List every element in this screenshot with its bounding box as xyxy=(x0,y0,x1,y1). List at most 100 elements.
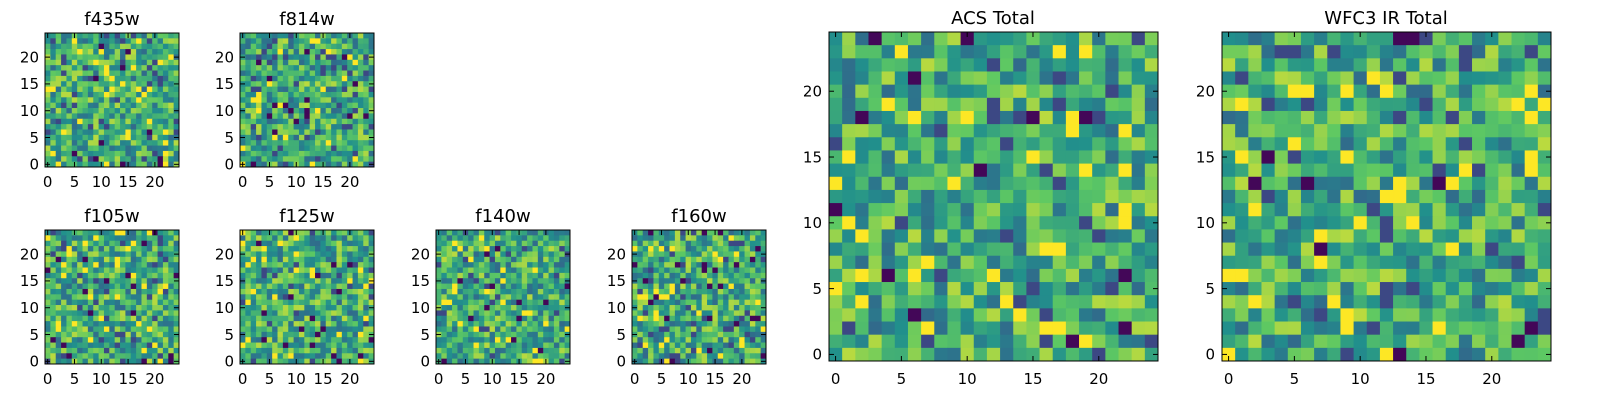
heatmap-cell xyxy=(1419,189,1433,204)
heatmap-cell xyxy=(1079,295,1093,309)
heatmap-cell xyxy=(1445,110,1460,125)
heatmap-cell xyxy=(1039,150,1054,164)
heatmap-cell xyxy=(1013,321,1027,336)
heatmap-cell xyxy=(1511,137,1526,151)
heatmap-cell xyxy=(136,288,142,295)
heatmap-cell xyxy=(320,267,327,274)
heatmap-cell xyxy=(921,124,935,138)
heatmap-cell xyxy=(744,288,751,295)
heatmap-cell xyxy=(537,267,544,274)
heatmap-cell xyxy=(468,358,474,365)
heatmap-cell xyxy=(82,321,89,327)
heatmap-cell xyxy=(637,283,644,290)
heatmap-cell xyxy=(921,295,935,309)
heatmap-cell xyxy=(701,240,708,247)
heatmap-cell xyxy=(288,256,294,263)
heatmap-cell xyxy=(680,326,686,333)
heatmap-cell xyxy=(325,118,332,125)
heatmap-cell xyxy=(55,113,62,120)
heatmap-cell xyxy=(168,33,175,39)
heatmap-cell xyxy=(1340,84,1354,99)
heatmap-cell xyxy=(441,353,448,360)
heatmap-cell xyxy=(130,353,137,360)
heatmap-cell xyxy=(336,124,343,130)
heatmap-cell xyxy=(934,150,948,164)
heatmap-cell xyxy=(114,54,121,61)
heatmap-cell xyxy=(256,65,262,71)
heatmap-cell xyxy=(760,353,767,360)
heatmap-cell xyxy=(282,43,289,50)
heatmap-cell xyxy=(130,113,137,120)
heatmap-cell xyxy=(842,216,856,230)
heatmap-cell xyxy=(146,347,153,354)
heatmap-cell xyxy=(168,278,175,284)
heatmap-cell xyxy=(168,240,175,247)
heatmap-cell xyxy=(45,272,51,279)
heatmap-cell xyxy=(45,97,51,104)
heatmap-cell xyxy=(907,255,922,270)
heatmap-cell xyxy=(553,299,560,306)
heatmap-cell xyxy=(739,246,745,252)
heatmap-cell xyxy=(368,283,375,290)
heatmap-cell xyxy=(473,267,480,274)
heatmap-cell xyxy=(71,342,78,349)
heatmap-cell xyxy=(266,54,273,61)
heatmap-cell xyxy=(894,71,909,86)
heatmap-cell xyxy=(553,321,560,327)
heatmap-cell xyxy=(441,230,448,236)
heatmap-cell xyxy=(45,326,51,333)
heatmap-cell xyxy=(1118,176,1133,191)
heatmap-cell xyxy=(120,33,126,39)
heatmap-cell xyxy=(1039,282,1054,296)
heatmap-cell xyxy=(1144,216,1159,230)
heatmap-cell xyxy=(368,156,375,163)
heatmap-cell xyxy=(120,321,126,327)
heatmap-cell xyxy=(331,38,337,45)
heatmap-cell xyxy=(103,353,110,360)
heatmap-cell xyxy=(168,129,175,136)
heatmap-cell xyxy=(266,124,273,130)
heatmap-cell xyxy=(1131,137,1146,151)
y-tick-label: 0 xyxy=(420,353,430,371)
heatmap-cell xyxy=(341,38,348,45)
heatmap-cell xyxy=(701,331,708,338)
heatmap-cell xyxy=(648,358,654,365)
heatmap-cell xyxy=(1118,163,1133,178)
heatmap-cell xyxy=(363,140,370,146)
heatmap-cell xyxy=(973,97,988,112)
heatmap-cell xyxy=(141,156,148,163)
heatmap-cell xyxy=(548,288,555,295)
heatmap-cell xyxy=(120,97,126,104)
heatmap-cell xyxy=(146,33,153,39)
heatmap-cell xyxy=(331,70,337,77)
heatmap-cell xyxy=(363,124,370,130)
heatmap-cell xyxy=(293,134,300,141)
heatmap-cell xyxy=(320,150,327,157)
heatmap-cell xyxy=(168,49,175,55)
heatmap-cell xyxy=(744,326,751,333)
heatmap-cell xyxy=(120,337,126,343)
heatmap-cell xyxy=(986,347,1001,362)
heatmap-cell xyxy=(157,235,164,242)
heatmap-cell xyxy=(934,189,948,204)
heatmap-cell xyxy=(749,299,756,306)
heatmap-cell xyxy=(669,283,676,290)
heatmap-cell xyxy=(553,267,560,274)
heatmap-cell xyxy=(114,140,121,146)
heatmap-cell xyxy=(1144,84,1159,99)
heatmap-cell xyxy=(168,86,175,93)
heatmap-cell xyxy=(272,134,278,141)
heatmap-cell xyxy=(61,230,67,236)
heatmap-cell xyxy=(93,70,99,77)
heatmap-cell xyxy=(109,283,116,290)
heatmap-cell xyxy=(152,256,158,263)
heatmap-cell xyxy=(45,240,51,247)
heatmap-cell xyxy=(157,65,164,71)
heatmap-cell xyxy=(298,331,305,338)
heatmap-cell xyxy=(82,251,89,258)
heatmap-cell xyxy=(71,315,78,322)
heatmap-cell xyxy=(1105,216,1119,230)
heatmap-cell xyxy=(55,283,62,290)
heatmap-cell xyxy=(548,294,555,301)
heatmap-cell xyxy=(136,315,142,322)
